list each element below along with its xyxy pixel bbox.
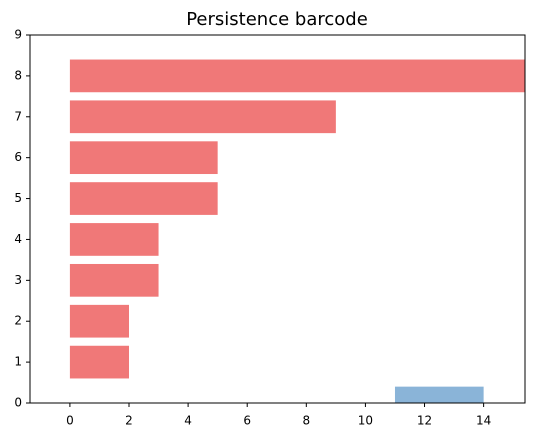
x-tick-label: 2 [125,414,133,428]
bar [69,304,129,338]
x-tick-label: 0 [66,414,74,428]
bar [69,59,525,93]
y-tick-label: 0 [14,396,22,410]
bar [69,182,218,215]
bar [394,386,484,403]
y-tick-label: 3 [14,273,22,287]
chart-title: Persistence barcode [186,9,368,30]
y-tick-label: 7 [14,109,22,123]
y-tick-label: 9 [14,28,22,42]
plot-area [69,59,525,403]
x-tick-label: 10 [358,414,373,428]
x-tick-label: 12 [417,414,432,428]
bar [69,263,159,297]
bar [69,345,129,379]
bar [69,141,218,175]
y-tick-label: 2 [14,314,22,328]
y-tick-label: 5 [14,191,22,205]
y-tick-label: 6 [14,150,22,164]
bar [69,223,159,256]
bar [69,100,336,134]
axes-frame [29,34,526,404]
x-tick-label: 4 [184,414,192,428]
x-tick-label: 8 [302,414,310,428]
x-tick-label: 6 [243,414,251,428]
x-tick-label: 14 [476,414,491,428]
y-tick-label: 1 [14,355,22,369]
y-tick-label: 4 [14,232,22,246]
y-tick-label: 8 [14,68,22,82]
